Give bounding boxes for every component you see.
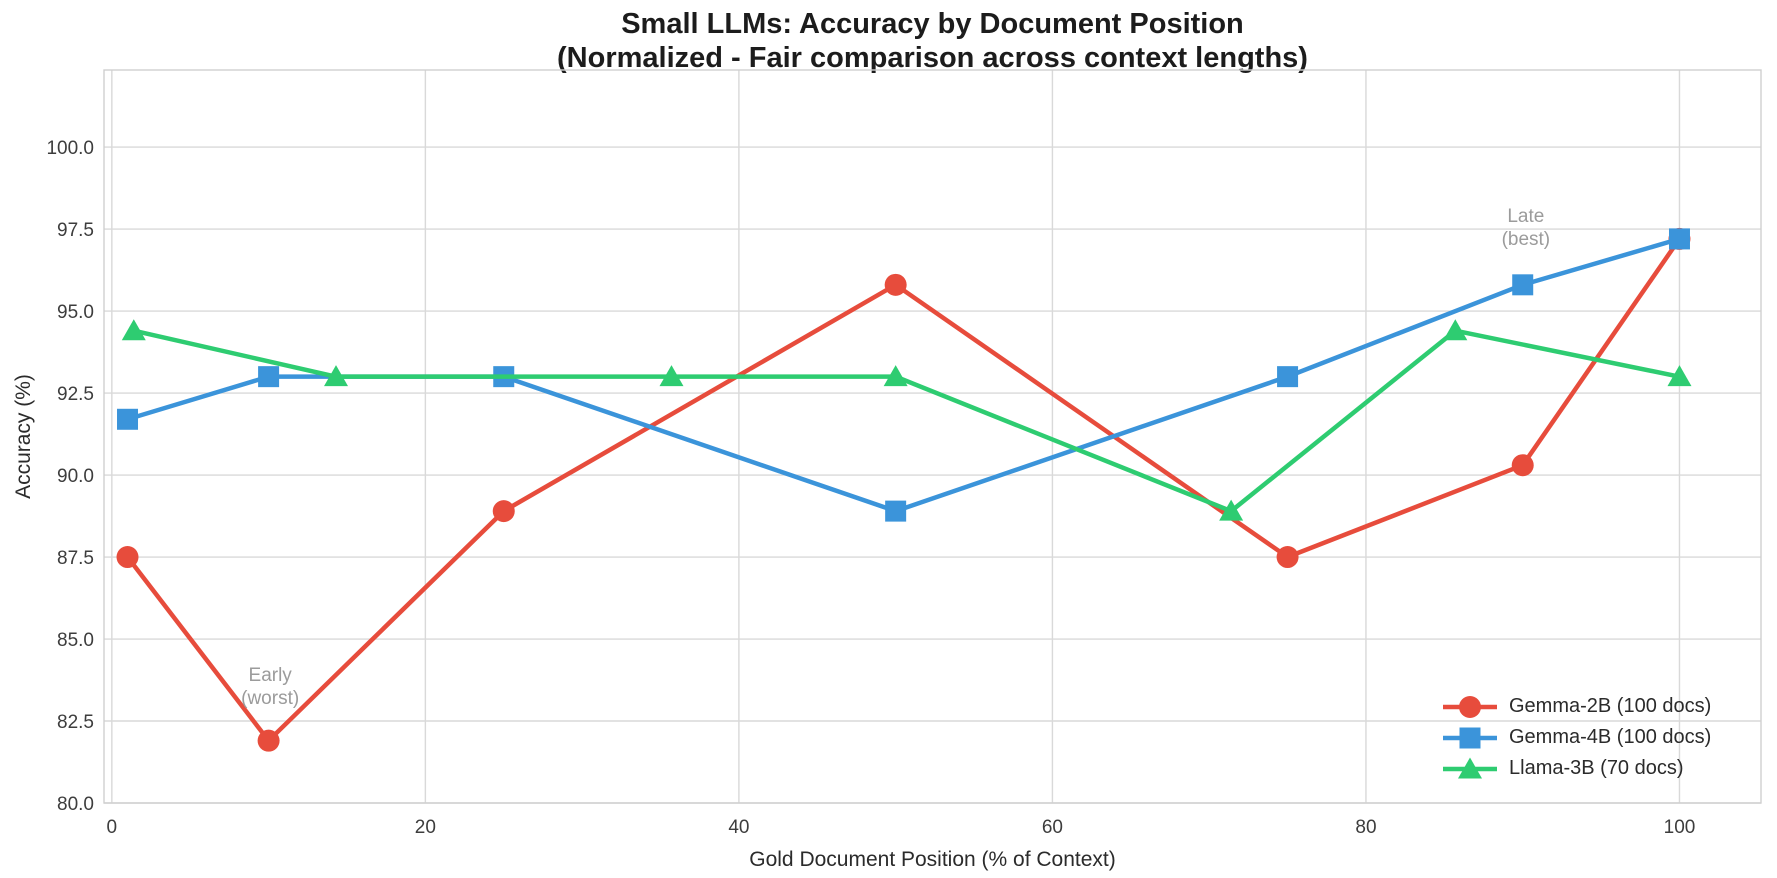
circle-marker <box>884 273 907 296</box>
series-line <box>131 328 1682 514</box>
square-marker <box>258 366 280 388</box>
x-tick-label: 40 <box>728 817 749 838</box>
legend-label: Gemma-2B (100 docs) <box>1509 695 1712 717</box>
legend-item: Gemma-2B (100 docs) <box>1443 691 1711 722</box>
series-gemma-4b-100-docs <box>117 228 1690 522</box>
chart-title-line1: Small LLMs: Accuracy by Document Positio… <box>621 8 1244 40</box>
square-marker <box>885 500 907 522</box>
legend-item: Gemma-4B (100 docs) <box>1443 722 1711 753</box>
legend-label: Llama-3B (70 docs) <box>1509 757 1684 779</box>
y-tick-label: 90.0 <box>57 466 94 487</box>
legend-circle-marker-icon <box>1443 695 1497 718</box>
y-axis-title: Accuracy (%) <box>12 374 35 499</box>
y-tick-label: 80.0 <box>57 794 94 815</box>
x-axis-title: Gold Document Position (% of Context) <box>749 848 1116 871</box>
x-tick-label: 20 <box>415 817 436 838</box>
plot-border <box>103 69 1762 804</box>
chart-title-line2: (Normalized - Fair comparison across con… <box>557 42 1308 74</box>
legend-item: Llama-3B (70 docs) <box>1443 753 1711 784</box>
triangle-marker <box>1458 757 1482 778</box>
y-tick-label: 100.0 <box>46 138 94 159</box>
legend-label: Gemma-4B (100 docs) <box>1509 726 1712 748</box>
triangle-marker <box>121 319 146 341</box>
series-llama-3b-70-docs <box>121 319 1692 521</box>
triangle-marker <box>1443 319 1468 341</box>
square-marker <box>1512 274 1534 296</box>
x-tick-label: 80 <box>1355 817 1376 838</box>
square-marker <box>117 408 139 430</box>
circle-marker <box>257 729 280 752</box>
y-tick-label: 95.0 <box>57 302 94 323</box>
x-tick-label: 100 <box>1664 817 1696 838</box>
series-gemma-2b-100-docs <box>116 227 1691 752</box>
annotation-late: Late (best) <box>1502 206 1551 250</box>
legend-square-marker-icon <box>1443 727 1497 748</box>
triangle-marker <box>883 365 908 387</box>
circle-marker <box>492 500 515 523</box>
x-tick-label: 0 <box>107 817 118 838</box>
triangle-marker <box>1667 365 1692 387</box>
triangle-marker <box>1219 499 1244 521</box>
square-marker <box>1459 727 1481 748</box>
y-tick-label: 85.0 <box>57 630 94 651</box>
square-marker <box>1668 228 1690 250</box>
circle-marker <box>1276 546 1299 569</box>
legend: Gemma-2B (100 docs) Gemma-4B (100 docs) Ll… <box>1443 691 1711 784</box>
chart-title: Small LLMs: Accuracy by Document Positio… <box>104 7 1761 75</box>
x-tick-label: 60 <box>1042 817 1063 838</box>
y-tick-label: 82.5 <box>57 712 94 733</box>
square-marker <box>1277 366 1299 388</box>
circle-marker <box>116 546 139 569</box>
legend-triangle-marker-icon <box>1443 757 1497 778</box>
circle-marker <box>1511 454 1534 477</box>
y-tick-label: 97.5 <box>57 220 94 241</box>
circle-marker <box>1459 695 1481 718</box>
y-tick-label: 92.5 <box>57 384 94 405</box>
triangle-marker <box>324 365 349 387</box>
triangle-marker <box>659 365 684 387</box>
y-tick-label: 87.5 <box>57 548 94 569</box>
annotation-early: Early (worst) <box>241 665 299 709</box>
